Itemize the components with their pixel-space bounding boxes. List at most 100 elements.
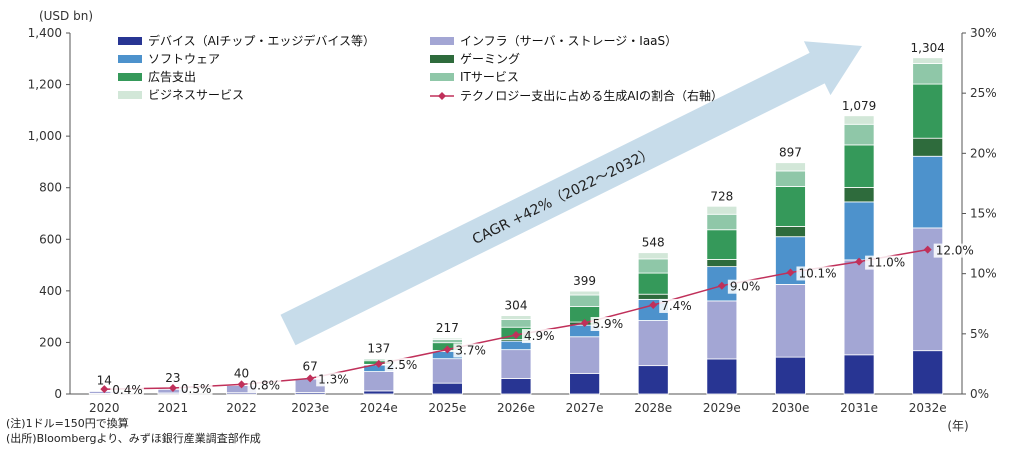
x-unit-label: (年) xyxy=(947,419,968,433)
share-label-bg-2031e xyxy=(865,255,907,270)
legend-label-s6: ビジネスサービス xyxy=(148,88,244,102)
share-label-bg-2021 xyxy=(178,381,213,396)
x-tick-label-2021: 2021 xyxy=(158,401,189,415)
y2-tick-label: 15% xyxy=(970,207,997,221)
share-label-2027e: 5.9% xyxy=(593,317,624,331)
share-label-2032e: 12.0% xyxy=(936,244,974,258)
bar-segment-2031e-s3 xyxy=(843,187,875,203)
legend-swatch-s6 xyxy=(118,91,142,99)
bar-segment-2025e-s1 xyxy=(431,358,463,384)
y-tick-label: 1,400 xyxy=(28,26,62,40)
share-label-2022: 0.8% xyxy=(250,378,280,392)
bar-segment-2027e-s0 xyxy=(569,372,601,395)
bar-segment-2029e-s4 xyxy=(706,229,738,260)
share-point-2024e xyxy=(374,359,383,368)
share-label-2024e: 2.5% xyxy=(387,358,418,372)
y-tick-label: 0 xyxy=(54,387,62,401)
bar-segment-2025e-s0 xyxy=(431,382,463,395)
share-label-bg-2020 xyxy=(110,383,144,398)
share-label-2020: 0.4% xyxy=(112,383,143,397)
legend-swatch-s2 xyxy=(118,55,142,63)
share-label-bg-2032e xyxy=(933,243,975,258)
bar-total-label-2027e: 399 xyxy=(573,274,596,288)
share-label-bg-2028e xyxy=(659,298,693,313)
share-label-2029e: 9.0% xyxy=(730,280,761,294)
y-tick-label: 600 xyxy=(39,232,62,246)
bar-segment-2031e-s2 xyxy=(843,201,875,261)
bar-segment-2030e-s3 xyxy=(775,225,806,238)
share-point-2028e xyxy=(649,300,658,309)
bar-segment-2032e-s6 xyxy=(912,57,944,64)
cagr-arrow xyxy=(280,41,862,346)
x-tick-label-2027e: 2027e xyxy=(566,401,604,415)
note-exchange: (注)1ドル=150円で換算 xyxy=(6,417,129,430)
bar-segment-2032e-s2 xyxy=(912,155,944,229)
share-label-bg-2030e xyxy=(796,266,838,281)
share-point-2022 xyxy=(237,380,246,389)
bar-total-label-2024e: 137 xyxy=(367,342,390,356)
x-tick-label-2023e: 2023e xyxy=(291,401,329,415)
share-label-2023e: 1.3% xyxy=(318,372,349,386)
legend-label-s2: ソフトウェア xyxy=(148,52,220,66)
bar-total-label-2023e: 67 xyxy=(303,360,318,374)
share-label-2028e: 7.4% xyxy=(661,299,692,313)
x-tick-label-2031e: 2031e xyxy=(840,401,878,415)
x-tick-label-2029e: 2029e xyxy=(703,401,741,415)
note-source: (出所)Bloombergより、みずほ銀行産業調査部作成 xyxy=(6,432,261,445)
y-tick-label: 1,200 xyxy=(28,78,62,92)
x-tick-label-2022: 2022 xyxy=(226,401,257,415)
share-point-2026e xyxy=(512,331,520,340)
bar-segment-2028e-s4 xyxy=(637,272,669,295)
x-tick-label-2030e: 2030e xyxy=(772,401,810,415)
share-point-2020 xyxy=(100,385,109,394)
bar-segment-2030e-s4 xyxy=(775,186,806,227)
x-tick-label-2024e: 2024e xyxy=(360,401,398,415)
y2-tick-label: 20% xyxy=(970,146,997,160)
x-tick-label-2025e: 2025e xyxy=(428,401,466,415)
bar-total-label-2030e: 897 xyxy=(779,146,802,160)
y2-tick-label: 10% xyxy=(970,267,997,281)
y2-tick-label: 25% xyxy=(970,86,997,100)
share-point-2031e xyxy=(855,257,864,266)
y-axis-label: (USD bn) xyxy=(39,9,93,23)
legend-swatch-s5 xyxy=(430,73,454,81)
bar-total-label-2026e: 304 xyxy=(505,299,528,313)
bar-segment-2026e-s0 xyxy=(500,378,532,395)
bar-segment-2028e-s1 xyxy=(637,320,669,367)
bar-segment-2028e-s0 xyxy=(637,365,669,395)
bar-segment-2030e-s6 xyxy=(775,162,806,172)
legend-swatch-s3 xyxy=(430,55,454,63)
bar-segment-2024e-s0 xyxy=(363,390,395,395)
share-label-2026e: 4.9% xyxy=(524,329,555,343)
bar-segment-2025e-s6 xyxy=(431,337,463,340)
x-tick-label-2028e: 2028e xyxy=(634,401,672,415)
share-label-bg-2025e xyxy=(453,343,487,358)
bar-segment-2029e-s1 xyxy=(706,300,738,360)
bar-segment-2029e-s3 xyxy=(706,258,738,268)
bar-segment-2031e-s6 xyxy=(843,115,875,125)
share-label-2021: 0.5% xyxy=(181,382,212,396)
legend-label-s4: 広告支出 xyxy=(148,70,196,84)
bar-total-label-2028e: 548 xyxy=(642,236,665,250)
bar-segment-2030e-s0 xyxy=(775,356,806,395)
legend-label-s3: ゲーミング xyxy=(460,52,520,66)
bar-segment-2025e-s5 xyxy=(431,339,463,344)
bar-segment-2032e-s0 xyxy=(912,350,944,395)
bar-segment-2029e-s0 xyxy=(706,358,738,395)
share-point-2030e xyxy=(786,268,795,277)
legend-label-s1: インフラ（サーバ・ストレージ・IaaS） xyxy=(460,34,677,48)
bar-total-label-2021: 23 xyxy=(165,371,180,385)
y2-tick-label: 5% xyxy=(970,327,989,341)
bar-segment-2026e-s5 xyxy=(500,319,532,328)
y2-tick-label: 30% xyxy=(970,26,997,40)
share-label-bg-2029e xyxy=(727,279,762,294)
share-label-2025e: 3.7% xyxy=(455,343,486,357)
legend-label-line: テクノロジー支出に占める生成AIの割合（右軸） xyxy=(460,88,723,103)
share-label-bg-2026e xyxy=(522,329,556,344)
y-tick-label: 1,000 xyxy=(28,129,62,143)
share-point-2027e xyxy=(580,319,589,328)
share-point-2021 xyxy=(168,383,177,392)
bar-segment-2028e-s5 xyxy=(637,258,669,274)
bar-total-label-2022: 40 xyxy=(234,367,249,381)
